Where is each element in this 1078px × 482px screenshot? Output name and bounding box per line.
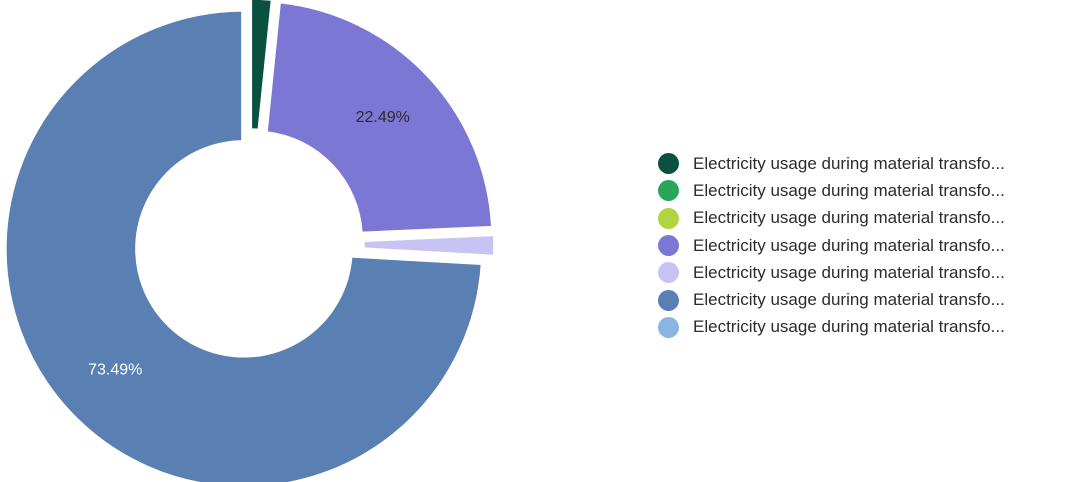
legend-label-0: Electricity usage during material transf… bbox=[693, 153, 1005, 173]
legend: Electricity usage during material transf… bbox=[658, 150, 1076, 341]
donut-chart: 22.49% 73.49% bbox=[5, 0, 495, 482]
pie-slice-0[interactable] bbox=[250, 0, 273, 131]
legend-item-1[interactable]: Electricity usage during material transf… bbox=[658, 177, 1076, 204]
legend-swatch-6 bbox=[658, 316, 679, 338]
legend-label-4: Electricity usage during material transf… bbox=[693, 262, 1005, 282]
legend-swatch-1 bbox=[658, 180, 679, 202]
legend-item-0[interactable]: Electricity usage during material transf… bbox=[658, 150, 1076, 177]
legend-label-1: Electricity usage during material transf… bbox=[693, 180, 1005, 200]
legend-item-4[interactable]: Electricity usage during material transf… bbox=[658, 259, 1076, 286]
legend-item-5[interactable]: Electricity usage during material transf… bbox=[658, 286, 1076, 313]
legend-swatch-3 bbox=[658, 235, 679, 257]
legend-label-6: Electricity usage during material transf… bbox=[693, 317, 1005, 337]
legend-label-3: Electricity usage during material transf… bbox=[693, 235, 1005, 255]
legend-item-3[interactable]: Electricity usage during material transf… bbox=[658, 232, 1076, 259]
legend-item-2[interactable]: Electricity usage during material transf… bbox=[658, 205, 1076, 232]
legend-item-6[interactable]: Electricity usage during material transf… bbox=[658, 314, 1076, 341]
legend-swatch-0 bbox=[658, 153, 679, 175]
legend-label-2: Electricity usage during material transf… bbox=[693, 208, 1005, 228]
slice-data-label-3: 22.49% bbox=[356, 109, 410, 126]
legend-swatch-4 bbox=[658, 262, 679, 284]
slice-data-label-5: 73.49% bbox=[88, 362, 142, 379]
legend-swatch-5 bbox=[658, 289, 679, 311]
legend-label-5: Electricity usage during material transf… bbox=[693, 290, 1005, 310]
pie-slice-3[interactable] bbox=[266, 1, 493, 234]
legend-swatch-2 bbox=[658, 207, 679, 229]
pie-slice-4[interactable] bbox=[363, 234, 495, 257]
